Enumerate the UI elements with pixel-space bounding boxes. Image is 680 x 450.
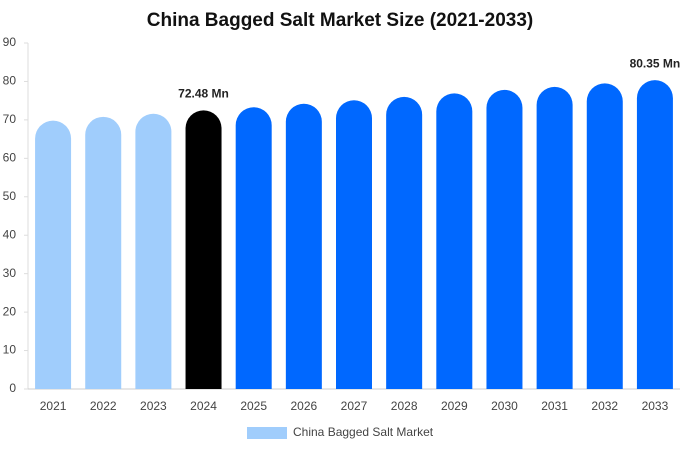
- y-tick-label: 30: [3, 266, 17, 280]
- value-label: 80.35 Mn: [630, 56, 680, 70]
- bar: [336, 100, 372, 389]
- y-tick-label: 0: [9, 381, 16, 395]
- bar: [386, 96, 423, 390]
- x-tick-label: 2021: [40, 399, 67, 413]
- bar: [536, 86, 573, 390]
- legend-label: China Bagged Salt Market: [293, 425, 434, 439]
- bar: [285, 103, 322, 390]
- bar: [235, 107, 272, 390]
- x-tick-label: 2029: [441, 399, 468, 413]
- y-tick-label: 10: [3, 343, 17, 357]
- x-tick-label: 2027: [341, 399, 368, 413]
- bar: [35, 120, 72, 389]
- legend-swatch: [247, 427, 287, 439]
- x-tick-label: 2024: [190, 399, 217, 413]
- x-tick-label: 2030: [491, 399, 518, 413]
- y-tick-label: 60: [3, 151, 17, 165]
- bar: [85, 116, 122, 389]
- bar: [586, 83, 623, 389]
- x-tick-label: 2026: [290, 399, 317, 413]
- y-tick-label: 20: [3, 304, 17, 318]
- value-label: 72.48 Mn: [178, 87, 229, 101]
- y-tick-label: 90: [3, 35, 17, 49]
- x-tick-label: 2033: [642, 399, 669, 413]
- y-tick-label: 50: [3, 189, 17, 203]
- x-tick-label: 2032: [591, 399, 618, 413]
- bar: [486, 89, 523, 389]
- x-tick-label: 2022: [90, 399, 117, 413]
- bar: [135, 113, 172, 389]
- y-tick-label: 80: [3, 74, 17, 88]
- bar: [436, 93, 473, 390]
- bar: [185, 110, 222, 389]
- y-tick-label: 70: [3, 112, 17, 126]
- chart-title: China Bagged Salt Market Size (2021-2033…: [147, 10, 533, 31]
- y-tick-label: 40: [3, 227, 17, 241]
- x-tick-label: 2025: [240, 399, 267, 413]
- x-tick-label: 2023: [140, 399, 167, 413]
- x-tick-label: 2028: [391, 399, 418, 413]
- bar: [636, 80, 673, 390]
- x-tick-label: 2031: [541, 399, 568, 413]
